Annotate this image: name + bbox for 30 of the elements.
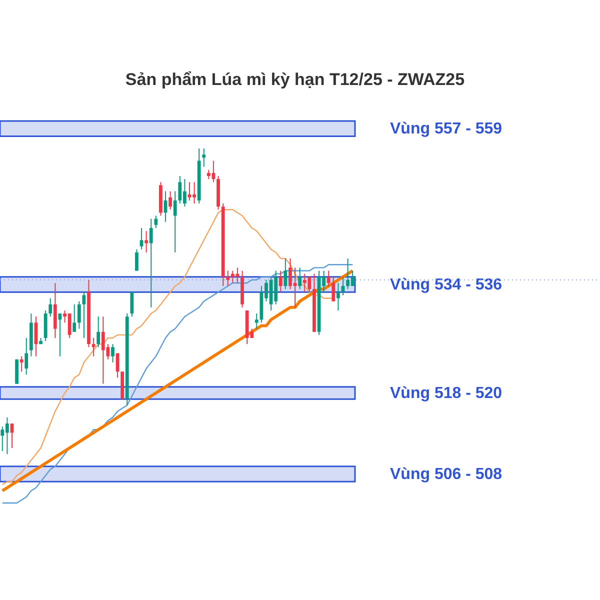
- band-label: Vùng 534 - 536: [390, 276, 502, 294]
- band-label: Vùng 518 - 520: [390, 384, 502, 402]
- candlestick: [140, 227, 144, 250]
- candlestick: [130, 292, 134, 318]
- band-label: Vùng 506 - 508: [390, 466, 502, 483]
- candlestick: [173, 190, 177, 253]
- candlestick: [48, 298, 52, 318]
- candlestick: [326, 270, 330, 287]
- candlestick: [72, 304, 76, 332]
- candlestick: [298, 267, 302, 290]
- candlestick: [82, 292, 86, 338]
- candlestick: [135, 248, 138, 272]
- candlestick: [336, 282, 340, 311]
- candlestick: [111, 344, 114, 363]
- chart-title: Sản phẩm Lúa mì kỳ hạn T12/25 - ZWAZ25: [125, 70, 465, 89]
- band-label: Vùng 557 - 559: [390, 120, 502, 138]
- candlestick: [226, 270, 230, 287]
- candlestick: [332, 276, 336, 302]
- candlestick: [77, 300, 81, 330]
- candlestick: [278, 270, 282, 293]
- candlestick: [149, 218, 153, 308]
- candlestick: [24, 337, 28, 376]
- candlestick: [154, 215, 158, 228]
- candlestick: [202, 148, 206, 168]
- candlestick: [20, 356, 24, 372]
- candlestick: [144, 230, 148, 253]
- candlestick: [284, 258, 288, 290]
- candlestick: [168, 190, 172, 210]
- candlestick: [254, 313, 258, 330]
- candlestick: [96, 316, 100, 348]
